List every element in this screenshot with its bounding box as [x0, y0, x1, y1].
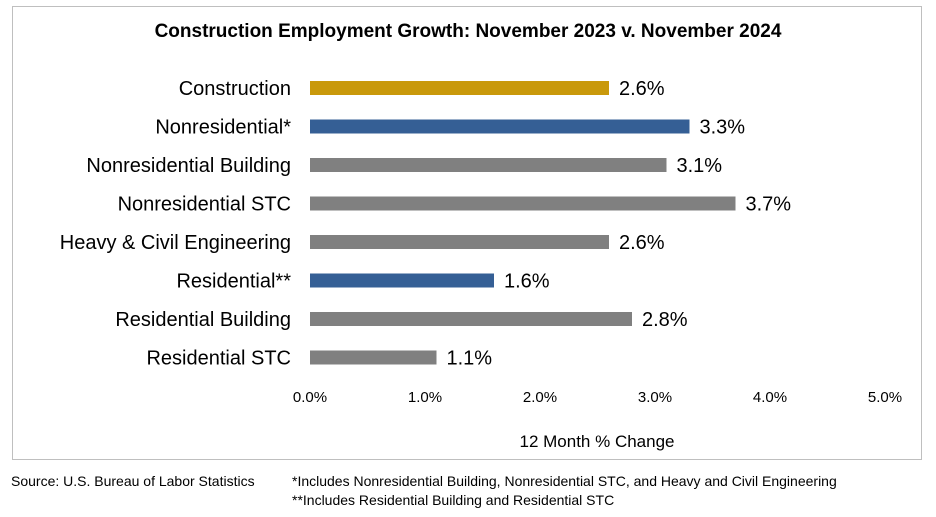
bar [310, 196, 736, 211]
bar [310, 312, 632, 326]
x-tick-label: 2.0% [523, 389, 557, 406]
category-label: Residential Building [115, 309, 291, 331]
footnote-nonresidential: *Includes Nonresidential Building, Nonre… [292, 473, 837, 489]
data-label: 3.1% [677, 155, 723, 177]
source-note: Source: U.S. Bureau of Labor Statistics [11, 473, 255, 489]
bar [310, 119, 690, 134]
x-tick-label: 3.0% [638, 389, 672, 406]
data-label: 1.1% [447, 348, 493, 370]
x-tick-label: 5.0% [868, 389, 902, 406]
data-label: 2.8% [642, 309, 688, 331]
category-label: Nonresidential Building [86, 155, 291, 177]
category-label: Nonresidential* [155, 117, 291, 139]
x-tick-label: 4.0% [753, 389, 787, 406]
data-label: 2.6% [619, 78, 665, 100]
chart-frame: Construction Employment Growth: November… [12, 6, 922, 460]
data-label: 3.3% [700, 117, 746, 139]
x-tick-label: 1.0% [408, 389, 442, 406]
chart-title: Construction Employment Growth: November… [154, 21, 782, 42]
bar-chart: Construction 2.6% Nonresidential* 3.3% Nonre… [60, 78, 902, 451]
category-label: Residential** [176, 271, 291, 293]
bar [310, 81, 609, 95]
bar [310, 350, 437, 365]
data-label: 1.6% [504, 271, 550, 293]
category-label: Construction [179, 78, 291, 100]
category-label: Nonresidential STC [118, 194, 291, 216]
bar [310, 235, 609, 249]
footnote-residential: **Includes Residential Building and Resi… [292, 492, 615, 508]
bar [310, 158, 667, 172]
category-label: Heavy & Civil Engineering [60, 232, 291, 254]
bar [310, 273, 494, 288]
category-label: Residential STC [146, 348, 291, 370]
data-label: 3.7% [746, 194, 792, 216]
x-tick-label: 0.0% [293, 389, 327, 406]
x-axis-title: 12 Month % Change [520, 432, 675, 451]
data-label: 2.6% [619, 232, 665, 254]
